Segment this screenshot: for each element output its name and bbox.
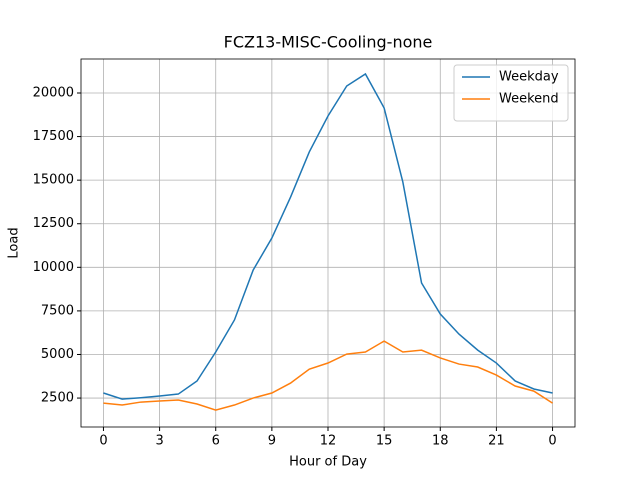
y-tick-label: 20000 [33, 85, 74, 100]
axes-frame [80, 58, 576, 428]
legend-label: Weekday [499, 70, 559, 85]
x-tick-label: 0 [99, 434, 107, 449]
y-tick-label: 15000 [33, 173, 74, 188]
x-tick-label: 0 [548, 434, 556, 449]
x-tick-label: 9 [268, 434, 276, 449]
y-axis-label: Load [7, 227, 22, 258]
y-tick-label: 12500 [33, 216, 74, 231]
x-tick-label: 12 [320, 434, 337, 449]
line-series [103, 72, 553, 400]
line-series [103, 340, 553, 411]
x-tick-label: 18 [432, 434, 449, 449]
x-tick-label: 6 [212, 434, 220, 449]
y-tick-label: 10000 [33, 260, 74, 275]
legend-label: Weekend [499, 92, 559, 107]
y-tick-label: 7500 [41, 303, 74, 318]
x-tick-label: 15 [376, 434, 393, 449]
y-tick-label: 2500 [41, 391, 74, 406]
y-tick-label: 17500 [33, 129, 74, 144]
legend-box [453, 64, 569, 122]
y-tick-label: 5000 [41, 347, 74, 362]
x-axis-label: Hour of Day [289, 455, 367, 470]
chart-title: FCZ13-MISC-Cooling-none [224, 33, 433, 52]
x-tick-label: 3 [155, 434, 163, 449]
x-tick-label: 21 [488, 434, 505, 449]
